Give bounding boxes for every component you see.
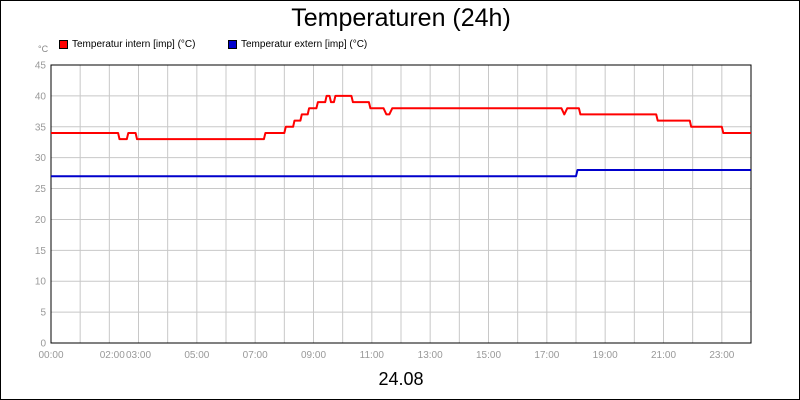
- x-tick-label: 03:00: [126, 350, 151, 361]
- x-tick-label: 11:00: [360, 350, 385, 361]
- x-tick-label: 00:00: [38, 350, 63, 361]
- x-tick-label: 13:00: [418, 350, 443, 361]
- legend-swatch-extern: [228, 40, 237, 49]
- legend-label-intern: Temperatur intern [imp] (°C): [72, 39, 196, 50]
- series-line-intern: [51, 94, 751, 141]
- legend-swatch-intern: [59, 40, 68, 49]
- x-tick-label: 05:00: [184, 350, 209, 361]
- y-tick-label: 0: [40, 339, 46, 350]
- x-tick-label: 21:00: [651, 350, 676, 361]
- legend-label-extern: Temperatur extern [imp] (°C): [241, 39, 368, 50]
- legend-item-extern: Temperatur extern [imp] (°C): [228, 39, 367, 50]
- series-line-extern: [51, 169, 751, 178]
- x-tick-label: 19:00: [593, 350, 618, 361]
- y-tick-label: 15: [35, 246, 47, 257]
- y-unit-label: °C: [38, 44, 49, 54]
- y-tick-label: 25: [35, 184, 47, 195]
- plot-border: [50, 64, 752, 344]
- x-tick-label: 15:00: [476, 350, 501, 361]
- y-tick-label: 30: [35, 153, 47, 164]
- y-tick-label: 20: [35, 215, 47, 226]
- x-tick-label: 09:00: [301, 350, 326, 361]
- y-tick-label: 45: [35, 61, 47, 72]
- y-tick-label: 35: [35, 122, 47, 133]
- x-tick-label: 17:00: [534, 350, 559, 361]
- x-tick-label: 02:00: [100, 350, 125, 361]
- date-label: 24.08: [378, 369, 424, 389]
- y-tick-label: 5: [40, 308, 46, 319]
- y-tick-label: 10: [35, 277, 47, 288]
- y-tick-label: 40: [35, 91, 47, 102]
- x-tick-label: 23:00: [709, 350, 734, 361]
- x-tick-label: 07:00: [243, 350, 268, 361]
- chart-title: Temperaturen (24h): [291, 4, 511, 32]
- legend-item-intern: Temperatur intern [imp] (°C): [59, 39, 195, 50]
